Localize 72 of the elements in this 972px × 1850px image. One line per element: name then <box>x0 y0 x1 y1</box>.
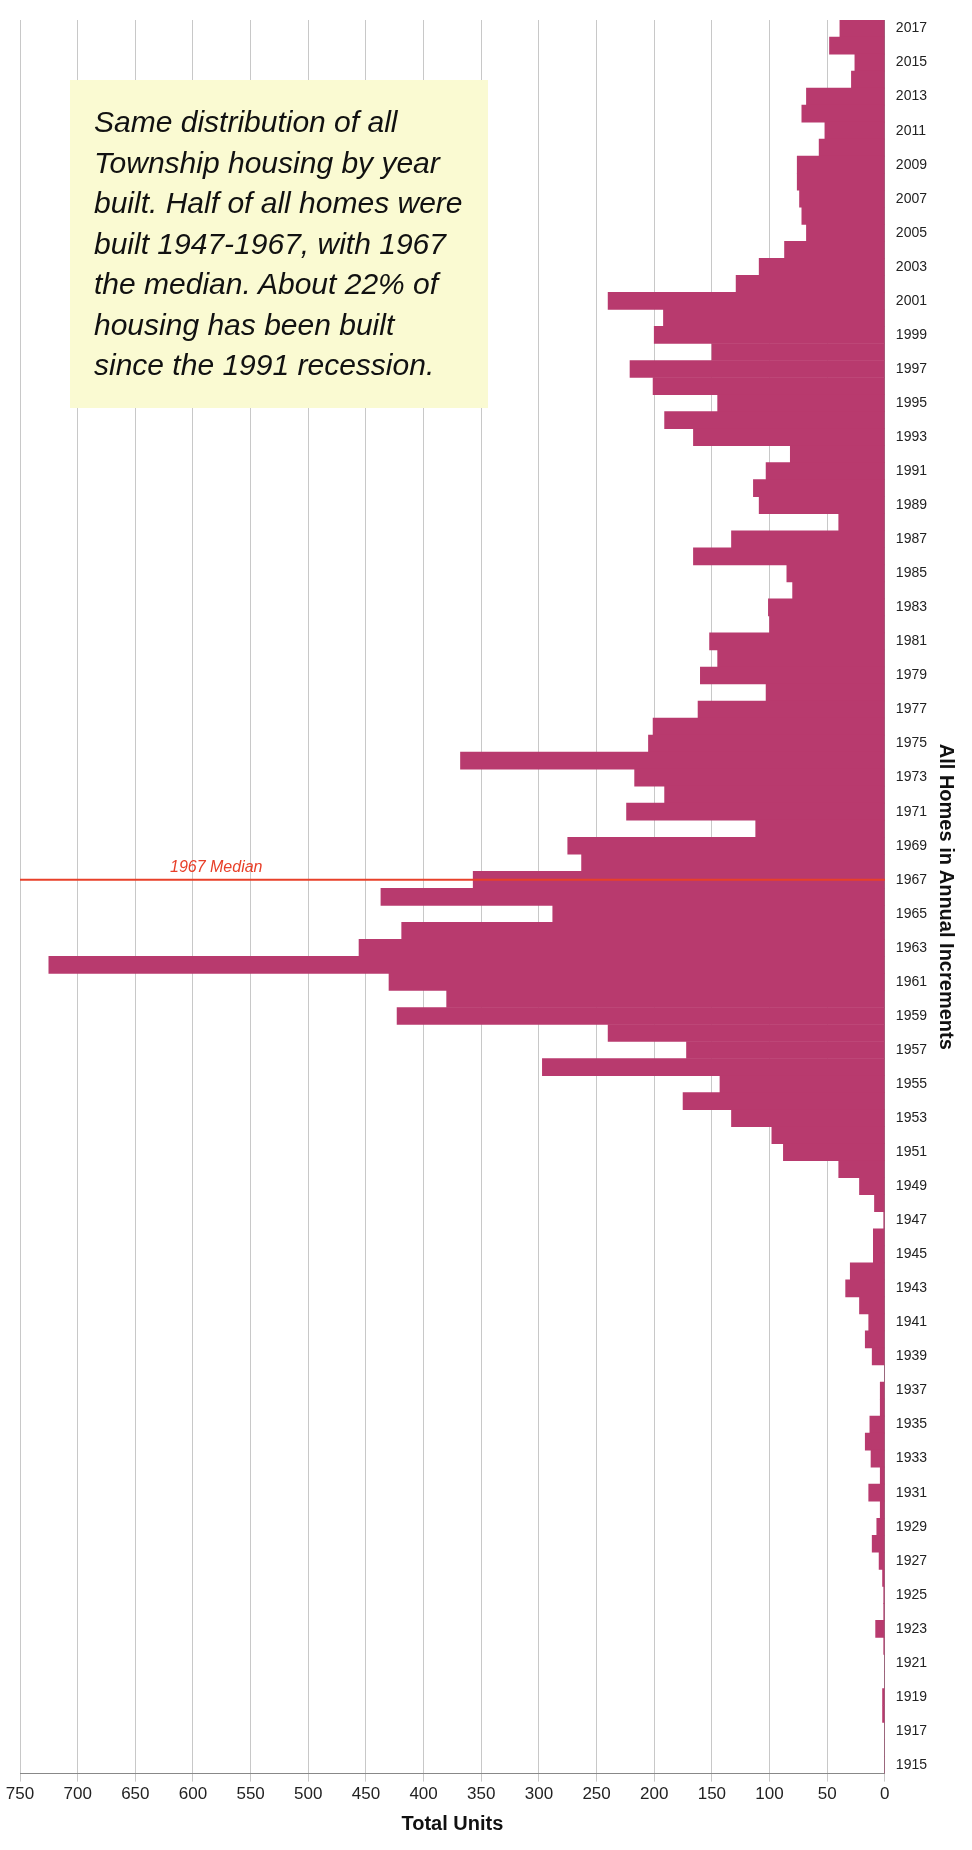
y-tick-label: 1939 <box>895 1347 928 1364</box>
x-tick-label: 750 <box>5 1784 35 1804</box>
y-tick-label: 1955 <box>895 1074 928 1091</box>
y-tick-label: 1991 <box>895 462 928 479</box>
y-tick-label: 1919 <box>895 1687 928 1704</box>
y-tick-label: 1941 <box>895 1313 928 1330</box>
y-tick-label: 1929 <box>895 1517 928 1534</box>
y-tick-label: 1971 <box>895 802 928 819</box>
y-tick-label: 1969 <box>895 836 928 853</box>
annotation: Same distribution of all Township housing by year built. Half of all homes were built 1947-1967, with 1967 the median. About 22% of housing has been built since the 1991 recession. <box>70 80 488 408</box>
x-tick-label: 100 <box>755 1784 784 1804</box>
x-tick-label: 300 <box>524 1784 554 1804</box>
y-tick-label: 1963 <box>895 938 928 955</box>
y-tick-label: 2007 <box>895 189 928 206</box>
x-tick-label: 200 <box>640 1784 669 1804</box>
x-tick-label: 150 <box>697 1784 727 1804</box>
y-tick-label: 1993 <box>895 427 928 444</box>
y-tick-label: 1923 <box>895 1619 928 1636</box>
x-tick-label: 400 <box>409 1784 438 1804</box>
x-tick-label: 550 <box>236 1784 265 1804</box>
y-tick-label: 2001 <box>895 291 928 308</box>
x-tick-label: 350 <box>467 1784 496 1804</box>
y-tick-label: 1979 <box>895 666 928 683</box>
y-tick-label: 1983 <box>895 598 928 615</box>
y-tick-label: 1985 <box>895 564 928 581</box>
y-tick-label: 1973 <box>895 768 928 785</box>
y-tick-label: 2017 <box>895 19 928 36</box>
y-tick-label: 2015 <box>895 53 928 70</box>
y-tick-label: 1965 <box>895 904 928 921</box>
y-tick-label: 1989 <box>895 496 928 513</box>
y-tick-label: 1987 <box>895 530 928 547</box>
y-tick-label: 2009 <box>895 155 928 172</box>
y-tick-label: 1943 <box>895 1279 928 1296</box>
x-tick-label: 450 <box>351 1784 381 1804</box>
y-tick-label: 1957 <box>895 1040 928 1057</box>
y-tick-label: 1961 <box>895 972 928 989</box>
y-tick-label: 1959 <box>895 1006 928 1023</box>
y-tick-label: 1977 <box>895 700 928 717</box>
y-tick-label: 2003 <box>895 257 928 274</box>
y-tick-label: 1933 <box>895 1449 928 1466</box>
x-tick-label: 500 <box>294 1784 323 1804</box>
x-tick-label: 600 <box>178 1784 208 1804</box>
y-tick-label: 2013 <box>895 87 928 104</box>
y-tick-label: 1999 <box>895 325 928 342</box>
y-tick-label: 1981 <box>895 632 928 649</box>
x-tick-label: 250 <box>582 1784 611 1804</box>
y-tick-label: 1931 <box>895 1483 928 1500</box>
y-tick-label: 1915 <box>895 1755 928 1772</box>
ref-line-label: 1967 Median <box>170 858 263 876</box>
y-tick-label: 1995 <box>895 393 928 410</box>
x-tick-label: 650 <box>121 1784 150 1804</box>
y-tick-label: 1953 <box>895 1108 928 1125</box>
y-tick-label: 2011 <box>895 121 927 138</box>
y-tick-label: 1947 <box>895 1211 928 1228</box>
x-tick-label: 0 <box>880 1784 890 1804</box>
y-tick-label: 1925 <box>895 1585 928 1602</box>
y-tick-label: 1951 <box>895 1143 928 1160</box>
y-tick-label: 1949 <box>895 1177 928 1194</box>
x-tick-label: 700 <box>63 1784 92 1804</box>
y-tick-label: 1927 <box>895 1551 928 1568</box>
y-tick-label: 1937 <box>895 1381 928 1398</box>
y-tick-label: 2005 <box>895 223 928 240</box>
y-axis-title: All Homes in Annual Increments <box>936 743 959 1050</box>
y-tick-label: 1945 <box>895 1245 928 1262</box>
y-tick-label: 1935 <box>895 1415 928 1432</box>
x-axis-title: Total Units <box>401 1811 504 1834</box>
y-tick-label: 1917 <box>895 1721 928 1738</box>
x-tick-label: 50 <box>817 1784 837 1804</box>
y-tick-label: 1975 <box>895 734 928 751</box>
y-tick-label: 1921 <box>895 1653 928 1670</box>
y-tick-label: 1967 <box>895 870 928 887</box>
y-tick-label: 1997 <box>895 359 928 376</box>
